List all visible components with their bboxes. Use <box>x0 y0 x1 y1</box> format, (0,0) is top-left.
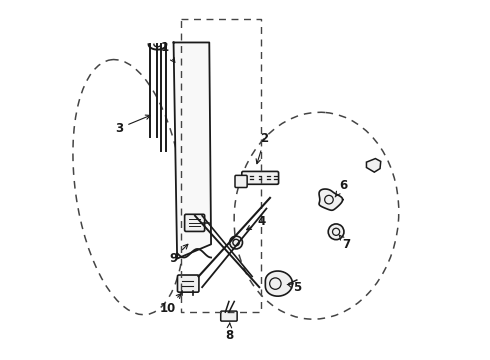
Polygon shape <box>319 189 343 210</box>
Text: 2: 2 <box>256 132 269 164</box>
Text: 3: 3 <box>115 115 150 135</box>
Text: 6: 6 <box>335 179 347 197</box>
Text: 8: 8 <box>225 323 233 342</box>
Polygon shape <box>266 271 293 296</box>
Text: 4: 4 <box>246 215 265 230</box>
Polygon shape <box>367 158 381 172</box>
Text: 1: 1 <box>161 41 175 62</box>
FancyBboxPatch shape <box>177 275 199 292</box>
Text: 9: 9 <box>170 244 188 265</box>
Circle shape <box>333 228 340 235</box>
Text: 7: 7 <box>340 235 351 251</box>
FancyBboxPatch shape <box>220 311 237 321</box>
Circle shape <box>233 239 239 246</box>
FancyBboxPatch shape <box>242 171 279 184</box>
Circle shape <box>325 195 333 204</box>
FancyBboxPatch shape <box>235 175 247 188</box>
Polygon shape <box>173 42 211 258</box>
Circle shape <box>230 236 243 249</box>
Text: 5: 5 <box>287 281 301 294</box>
FancyBboxPatch shape <box>185 214 205 231</box>
Circle shape <box>270 278 281 289</box>
Circle shape <box>328 224 344 240</box>
Text: 10: 10 <box>159 294 181 315</box>
